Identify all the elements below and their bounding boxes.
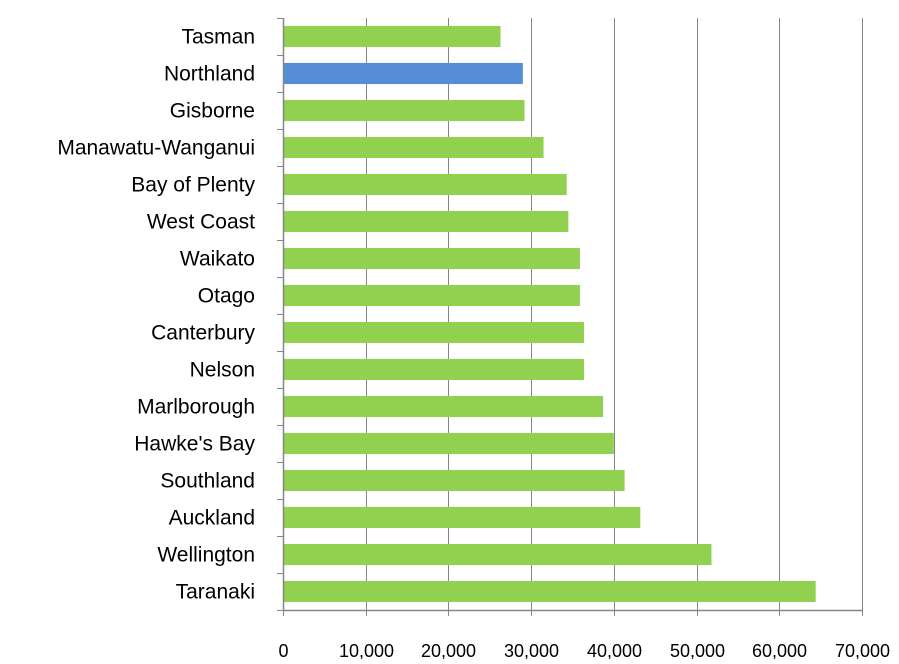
category-label: West Coast (147, 211, 255, 234)
bar-otago (283, 284, 580, 307)
bar-waikato (283, 247, 580, 270)
x-tick-label: 50,000 (670, 641, 725, 659)
category-label: Gisborne (170, 100, 255, 123)
x-tick-label: 20,000 (421, 641, 476, 659)
x-tick-label: 70,000 (835, 641, 890, 659)
category-label: Nelson (190, 359, 255, 382)
category-label: Wellington (157, 544, 255, 567)
category-labels: Tasman Northland Gisborne Manawatu-Wanganui… (57, 26, 255, 604)
category-label: Tasman (181, 26, 255, 49)
category-label: Canterbury (151, 322, 255, 345)
x-tick-label: 40,000 (587, 641, 642, 659)
category-label: Southland (160, 470, 255, 493)
bars (283, 25, 816, 603)
bar-tasman (283, 25, 501, 48)
x-tick-label: 60,000 (752, 641, 807, 659)
bar-west-coast (283, 210, 569, 233)
category-label: Bay of Plenty (131, 174, 255, 197)
bar-bay-of-plenty (283, 173, 567, 196)
category-label: Otago (198, 285, 255, 308)
category-label: Hawke's Bay (134, 433, 255, 456)
bar-marlborough (283, 395, 604, 418)
bar-hawke-s-bay (283, 432, 614, 455)
bar-manawatu-wanganui (283, 136, 544, 159)
x-tick-label: 30,000 (504, 641, 559, 659)
bar-gisborne (283, 99, 525, 122)
bar-nelson (283, 358, 585, 381)
x-tick-labels: 0 10,000 20,000 30,000 40,000 50,000 60,000 70,… (278, 641, 890, 661)
bar-northland (283, 62, 523, 85)
x-tick-label: 10,000 (339, 641, 394, 659)
category-label: Auckland (169, 507, 255, 530)
bar-southland (283, 469, 625, 492)
bar-auckland (283, 506, 641, 529)
x-tick-label: 0 (278, 641, 288, 659)
bar-wellington (283, 543, 712, 566)
axes (277, 18, 863, 616)
bar-taranaki (283, 580, 816, 603)
category-label: Marlborough (137, 396, 255, 419)
category-label: Waikato (180, 248, 255, 271)
category-label: Northland (164, 63, 255, 86)
category-label: Manawatu-Wanganui (57, 137, 255, 160)
bar-canterbury (283, 321, 585, 344)
category-label: Taranaki (176, 581, 255, 604)
